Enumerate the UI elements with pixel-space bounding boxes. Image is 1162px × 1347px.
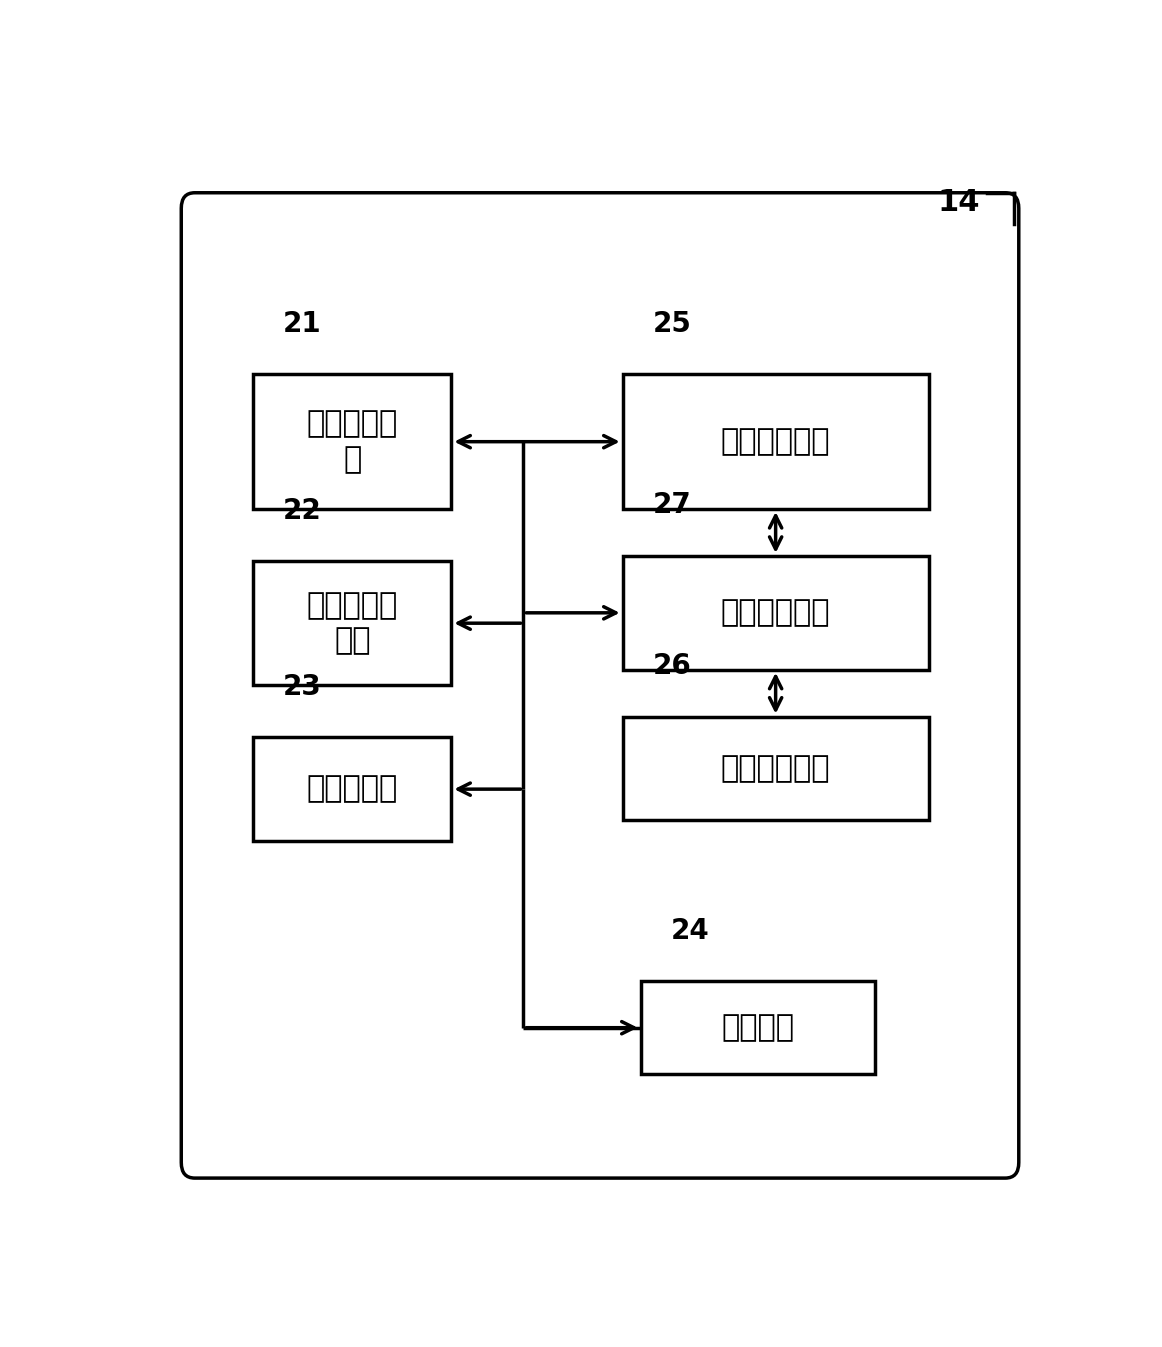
Text: 23: 23 — [284, 674, 322, 700]
Text: 上下称识别
单元: 上下称识别 单元 — [307, 591, 399, 656]
Text: 22: 22 — [284, 497, 322, 525]
FancyBboxPatch shape — [181, 193, 1019, 1179]
Bar — [623, 374, 928, 509]
Bar — [253, 560, 451, 686]
Text: 拟合单元: 拟合单元 — [722, 1013, 794, 1043]
Text: 27: 27 — [652, 492, 691, 520]
Bar — [623, 717, 928, 820]
Text: 轴重采集单
元: 轴重采集单 元 — [307, 409, 399, 474]
Bar — [253, 374, 451, 509]
Bar — [640, 981, 875, 1075]
Text: 21: 21 — [284, 310, 322, 338]
Bar — [253, 737, 451, 841]
Text: 成车逻辑单元: 成车逻辑单元 — [720, 598, 831, 628]
Bar — [623, 556, 928, 669]
Text: 胎型数据单元: 胎型数据单元 — [720, 754, 831, 783]
Text: 25: 25 — [652, 310, 691, 338]
Text: 重量修正单元: 重量修正单元 — [720, 427, 831, 457]
Text: 24: 24 — [670, 917, 709, 944]
Text: 26: 26 — [652, 652, 691, 680]
Text: 轴判别单元: 轴判别单元 — [307, 775, 399, 804]
Text: 14: 14 — [938, 187, 981, 217]
